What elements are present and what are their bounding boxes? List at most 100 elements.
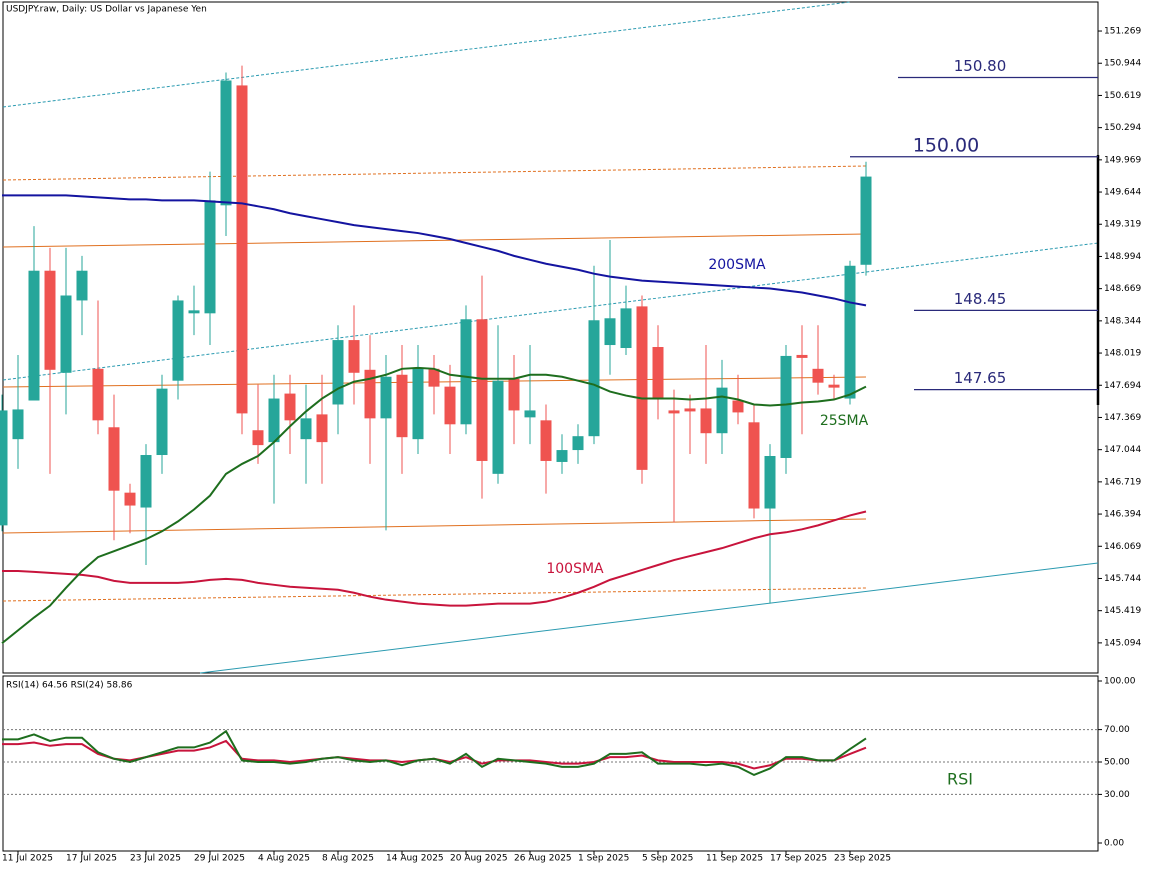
candle-body	[316, 414, 328, 443]
y-tick-label: 145.744	[1104, 574, 1141, 584]
candle-body	[76, 270, 88, 301]
y-tick-label: 100.00	[1104, 677, 1136, 687]
channel-middle	[2, 242, 1099, 381]
orange-line	[2, 518, 867, 534]
x-tick-label: 23 Sep 2025	[834, 854, 891, 864]
candle-body	[0, 410, 8, 526]
y-tick-label: 0.00	[1104, 839, 1124, 849]
candle-body	[796, 354, 808, 358]
candle-body	[172, 300, 184, 381]
candle-body	[812, 368, 824, 383]
candle-body	[492, 380, 504, 474]
candle-body	[12, 409, 24, 440]
candle-body	[412, 367, 424, 440]
x-tick-label: 1 Sep 2025	[578, 854, 629, 864]
level-label: 150.80	[954, 57, 1007, 75]
candle-body	[28, 270, 40, 401]
x-tick-label: 26 Aug 2025	[514, 854, 572, 864]
sma-label: 200SMA	[708, 257, 766, 273]
candle-body	[236, 85, 248, 414]
candle-body	[380, 376, 392, 419]
x-tick-label: 29 Jul 2025	[194, 854, 245, 864]
level-label: 147.65	[954, 369, 1007, 387]
y-tick-label: 148.994	[1104, 252, 1141, 262]
x-tick-label: 17 Jul 2025	[66, 854, 117, 864]
candle-body	[156, 388, 168, 456]
x-tick-label: 14 Aug 2025	[386, 854, 444, 864]
candle-body	[44, 270, 56, 370]
chart-title: USDJPY.raw, Daily: US Dollar vs Japanese…	[6, 5, 207, 15]
candle-body	[140, 455, 152, 508]
channel-lower	[199, 562, 1099, 674]
y-tick-label: 147.044	[1104, 445, 1141, 455]
x-tick-label: 8 Aug 2025	[322, 854, 374, 864]
y-tick-label: 150.944	[1104, 59, 1141, 69]
rsi-title: RSI(14) 64.56 RSI(24) 58.86	[6, 681, 133, 691]
orange-dotted	[2, 165, 867, 181]
candle-body	[188, 310, 200, 314]
candle-body	[220, 80, 232, 206]
candle-body	[604, 318, 616, 346]
candle-body	[108, 427, 120, 491]
candle-body	[748, 422, 760, 509]
candle-body	[476, 319, 488, 461]
rsi-panel	[2, 675, 1099, 852]
y-tick-label: 70.00	[1104, 725, 1130, 735]
candle-body	[572, 436, 584, 451]
candle-body	[332, 340, 344, 405]
candle-body	[268, 398, 280, 443]
candle-body	[396, 374, 408, 438]
candle-body	[300, 418, 312, 440]
candle-body	[764, 456, 776, 509]
candle-body	[444, 386, 456, 425]
sma-line	[1, 366, 867, 645]
candle-body	[204, 200, 216, 314]
rsi-line	[2, 739, 867, 770]
candle-body	[92, 368, 104, 421]
candle-body	[540, 420, 552, 461]
candle-body	[780, 355, 792, 458]
candle-body	[460, 319, 472, 425]
candle-body	[668, 410, 680, 414]
y-tick-label: 145.419	[1104, 606, 1141, 616]
sma-line	[2, 510, 867, 607]
x-tick-label: 11 Sep 2025	[706, 854, 763, 864]
y-tick-label: 147.694	[1104, 381, 1141, 391]
y-tick-label: 147.369	[1104, 413, 1141, 423]
y-tick-label: 150.294	[1104, 123, 1141, 133]
orange-dotted	[2, 587, 867, 602]
candle-body	[60, 295, 72, 373]
y-tick-label: 148.019	[1104, 349, 1141, 359]
y-tick-label: 50.00	[1104, 758, 1130, 768]
candle-body	[508, 378, 520, 411]
candle-body	[124, 492, 136, 506]
candle-body	[620, 308, 632, 349]
x-tick-label: 20 Aug 2025	[450, 854, 508, 864]
y-tick-label: 150.619	[1104, 91, 1141, 101]
y-tick-label: 145.094	[1104, 638, 1141, 648]
y-tick-label: 30.00	[1104, 790, 1130, 800]
level-label: 150.00	[913, 134, 979, 156]
x-tick-label: 23 Jul 2025	[130, 854, 181, 864]
candle-body	[284, 393, 296, 421]
y-tick-label: 149.319	[1104, 220, 1141, 230]
level-label: 148.45	[954, 290, 1007, 308]
sma-line	[2, 194, 867, 307]
candle-body	[684, 408, 696, 412]
y-tick-label: 148.669	[1104, 284, 1141, 294]
candle-body	[556, 450, 568, 462]
sma-label: 100SMA	[546, 561, 604, 577]
y-tick-label: 146.719	[1104, 477, 1141, 487]
candle-body	[860, 176, 872, 265]
candle-body	[828, 384, 840, 388]
orange-line	[2, 233, 867, 248]
candle-body	[364, 369, 376, 419]
candle-body	[700, 408, 712, 434]
x-tick-label: 17 Sep 2025	[770, 854, 827, 864]
rsi-annotation: RSI	[947, 770, 973, 789]
candle-body	[716, 387, 728, 434]
candle-body	[588, 320, 600, 437]
x-tick-label: 5 Sep 2025	[642, 854, 693, 864]
y-tick-label: 146.069	[1104, 542, 1141, 552]
